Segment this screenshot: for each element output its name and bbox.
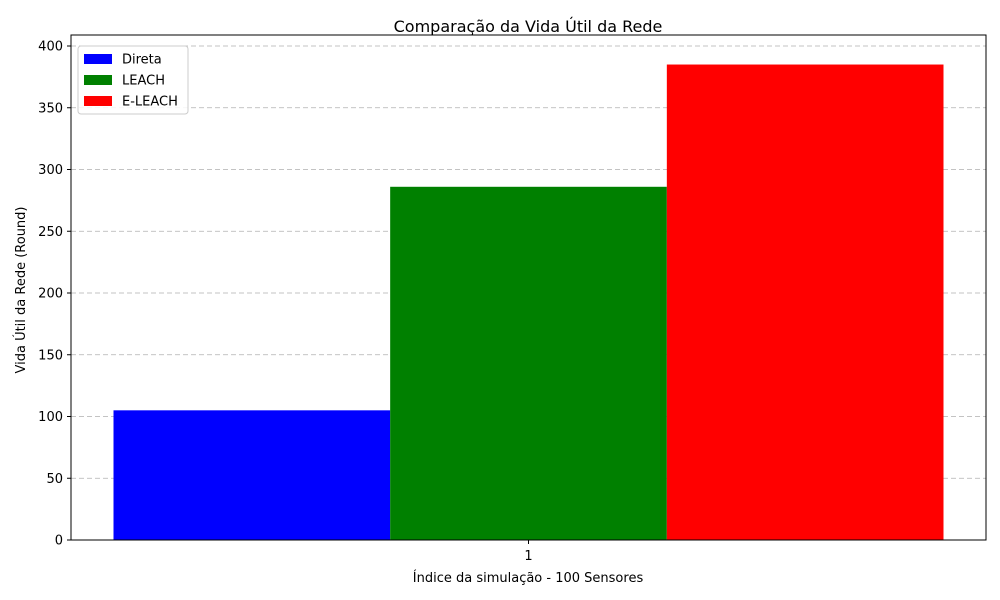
y-axis-label: Vida Útil da Rede (Round) [13, 207, 29, 374]
x-axis-ticks: 1 [524, 540, 533, 564]
bar-direta [113, 410, 391, 540]
y-tick-label-50: 50 [46, 472, 63, 487]
y-tick-label-400: 400 [38, 40, 63, 55]
legend-label-e-leach: E-LEACH [122, 95, 178, 110]
x-tick-label-1: 1 [524, 549, 532, 564]
legend-label-leach: LEACH [122, 74, 165, 89]
y-tick-label-200: 200 [38, 287, 63, 302]
y-tick-label-100: 100 [38, 410, 63, 425]
chart-title: Comparação da Vida Útil da Rede [394, 17, 663, 36]
y-tick-label-0: 0 [55, 534, 63, 549]
legend-label-direta: Direta [122, 53, 162, 68]
legend-swatch-e-leach [84, 96, 112, 106]
legend-swatch-leach [84, 75, 112, 85]
bar-leach [390, 186, 667, 541]
y-tick-label-300: 300 [38, 163, 63, 178]
y-tick-label-250: 250 [38, 225, 63, 240]
y-tick-label-150: 150 [38, 348, 63, 363]
legend-swatch-direta [84, 54, 112, 64]
bars [113, 64, 944, 541]
y-axis-ticks: 0 50 100 150 200 250 300 350 400 [38, 40, 71, 549]
legend: Direta LEACH E-LEACH [77, 45, 189, 115]
bar-e-leach [666, 64, 944, 541]
x-axis-label: Índice da simulação - 100 Sensores [413, 570, 644, 586]
y-tick-label-350: 350 [38, 101, 63, 116]
